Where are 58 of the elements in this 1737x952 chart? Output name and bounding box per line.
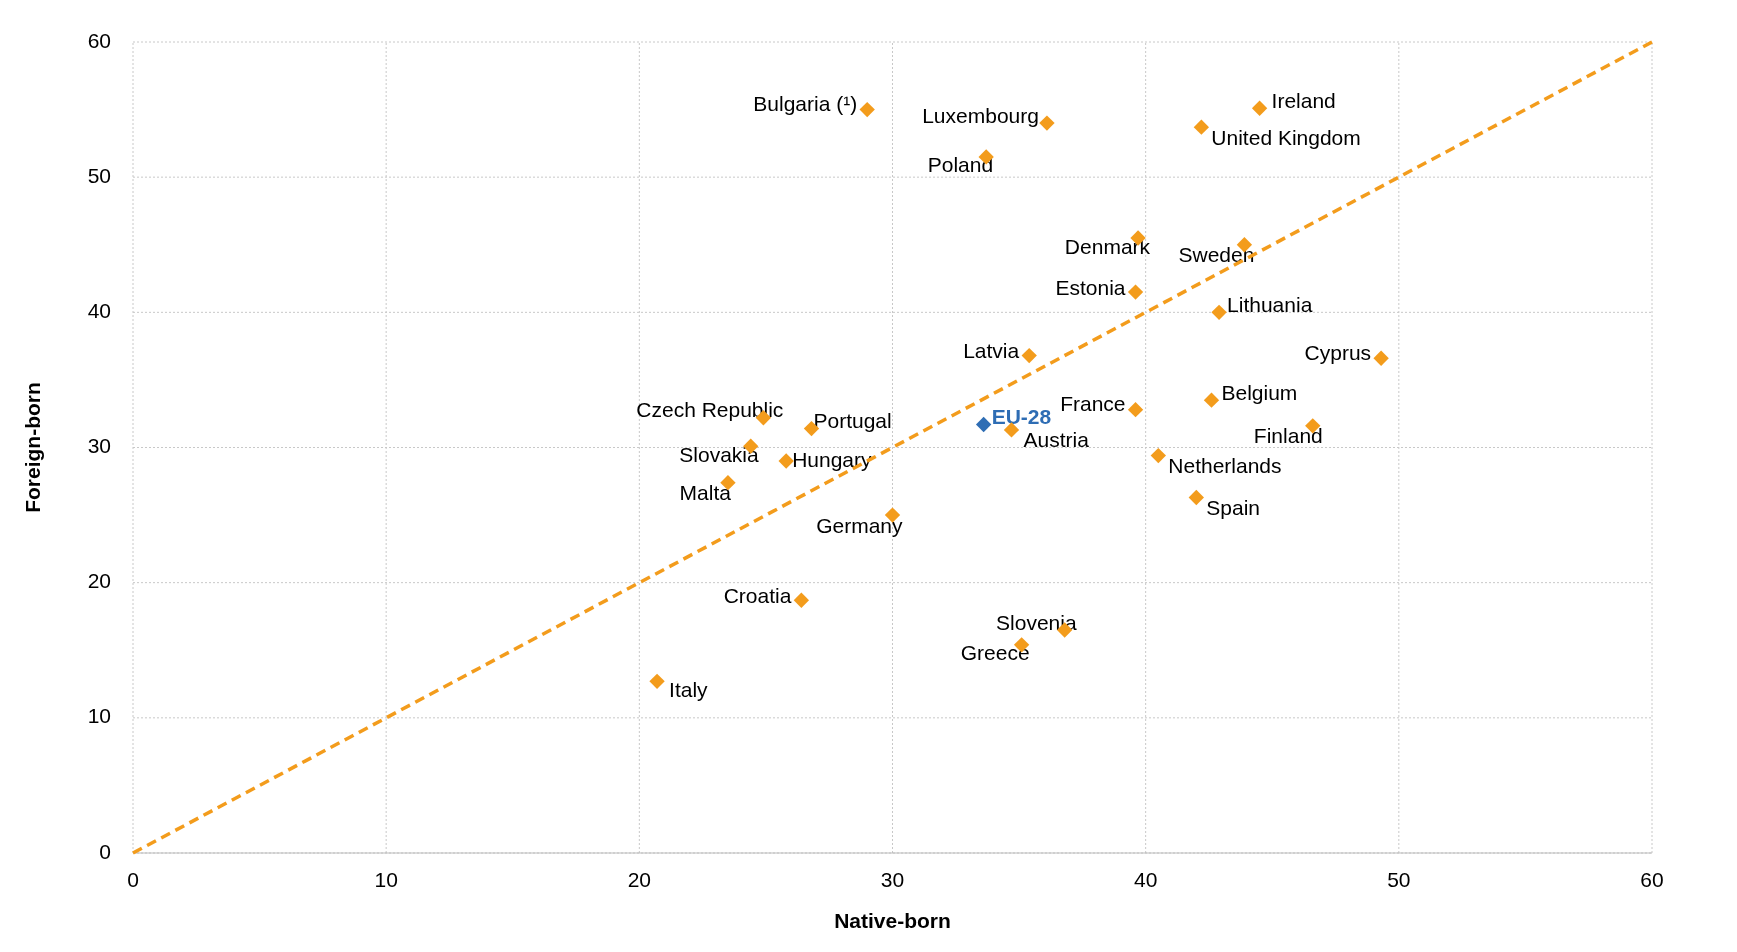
point (1193, 119, 1210, 135)
x-tick-label: 60 (1640, 868, 1664, 891)
point (1188, 489, 1204, 506)
x-tick-label: 10 (374, 868, 398, 891)
x-tick-label: 30 (880, 868, 905, 891)
point (1203, 392, 1220, 408)
annotation: Austria (1023, 428, 1090, 452)
annotation: Ireland (1271, 88, 1336, 112)
point (778, 453, 794, 469)
point (1211, 304, 1227, 320)
annotation: Spain (1206, 496, 1261, 520)
point (975, 416, 992, 433)
annotation: Finland (1253, 424, 1323, 448)
x-tick-label: 40 (1133, 868, 1158, 891)
point (1127, 401, 1144, 418)
annotation: Lithuania (1227, 292, 1313, 316)
y-tick-label: 10 (87, 704, 111, 728)
annotation: Croatia (723, 583, 792, 607)
annotation: Portugal (813, 409, 892, 433)
annotation: Luxembourg (922, 103, 1039, 127)
annotation: Latvia (963, 339, 1020, 363)
y-tick-label: 0 (99, 839, 111, 863)
x-axis-title: Native-born (834, 909, 951, 932)
annotation: France (1060, 392, 1126, 416)
point (1150, 447, 1166, 464)
annotation: Denmark (1064, 234, 1151, 258)
annotation: Czech Republic (636, 398, 784, 422)
x-tick-label: 20 (627, 868, 652, 891)
point (649, 673, 665, 690)
x-tick-label: 0 (127, 868, 139, 891)
point (1127, 284, 1144, 300)
point (859, 101, 875, 118)
annotation: United Kingdom (1211, 125, 1361, 149)
point (1039, 115, 1055, 131)
annotation: Poland (927, 153, 994, 177)
y-axis-title: Foreign-born (21, 382, 44, 513)
annotation: Bulgaria (¹) (753, 92, 858, 116)
annotation: Hungary (792, 447, 873, 471)
annotation: Malta (679, 481, 732, 505)
y-tick-label: 30 (87, 434, 111, 458)
annotation: Belgium (1221, 380, 1298, 404)
point (793, 592, 810, 608)
annotation: Estonia (1055, 275, 1126, 299)
y-tick-label: 50 (87, 163, 111, 187)
point (1373, 350, 1389, 366)
annotation: Greece (960, 641, 1030, 665)
x-tick-label: 50 (1387, 868, 1411, 891)
annotation: Netherlands (1168, 454, 1282, 478)
point (1251, 100, 1268, 116)
point (1021, 347, 1037, 364)
annotation: Germany (816, 513, 903, 537)
annotation: Cyprus (1304, 340, 1372, 364)
y-tick-label: 60 (87, 28, 111, 52)
y-tick-label: 40 (87, 298, 111, 322)
y-tick-label: 20 (87, 569, 111, 593)
annotation: Slovakia (679, 442, 760, 466)
annotation: EU-28 (991, 405, 1052, 429)
annotation: Italy (669, 677, 709, 701)
